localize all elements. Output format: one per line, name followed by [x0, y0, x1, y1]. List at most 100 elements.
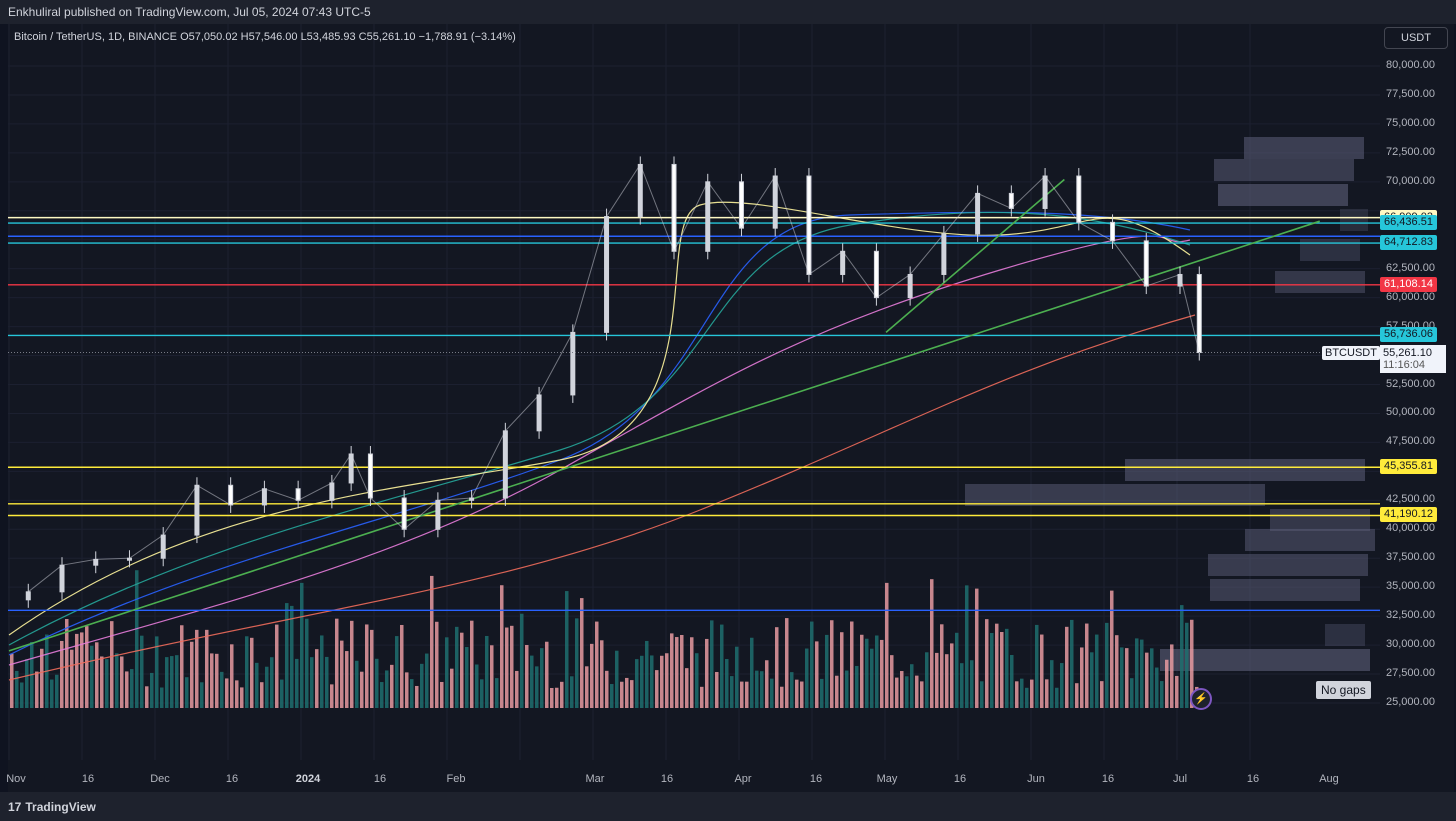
volume-bar — [180, 625, 184, 708]
volume-bar — [1155, 667, 1159, 708]
volume-bar — [1040, 634, 1044, 708]
volume-bar — [1190, 619, 1194, 708]
tradingview-logo[interactable]: 17 TradingView — [8, 800, 96, 814]
currency-button[interactable]: USDT — [1384, 27, 1448, 49]
volume-bar — [110, 621, 114, 708]
volume-bar — [735, 646, 739, 708]
volume-bar — [760, 671, 764, 708]
volume-bar — [370, 629, 374, 708]
volume-profile-bar — [1214, 159, 1354, 181]
volume-bar — [80, 632, 84, 708]
volume-bar — [885, 582, 889, 708]
volume-bar — [860, 634, 864, 708]
volume-bar — [1070, 619, 1074, 708]
time-tick-label: 16 — [1101, 773, 1115, 785]
volume-bar — [830, 620, 834, 708]
volume-bar — [840, 632, 844, 708]
volume-bar — [280, 679, 284, 708]
volume-bar — [1085, 623, 1089, 708]
time-tick-label: Jun — [1027, 773, 1045, 785]
last-price-tag: 55,261.10 11:16:04 — [1380, 345, 1446, 373]
volume-bar — [520, 613, 524, 708]
price-tick-label: 72,500.00 — [1386, 145, 1435, 158]
time-tick-label: Dec — [150, 773, 170, 785]
volume-bar — [1150, 648, 1154, 708]
trendline — [885, 178, 1065, 333]
moving-average-line — [8, 235, 1191, 666]
price-tick-label: 32,500.00 — [1386, 609, 1435, 622]
candle-body — [873, 250, 879, 299]
candle-body — [840, 250, 846, 275]
volume-bar — [170, 656, 174, 708]
level-price-tag: 61,108.14 — [1380, 276, 1437, 292]
volume-bar — [700, 686, 704, 708]
volume-bar — [285, 603, 289, 708]
moving-average-line — [8, 314, 1196, 681]
volume-bar — [385, 670, 389, 708]
time-tick-label: Nov — [6, 773, 26, 785]
volume-bar — [205, 629, 209, 708]
volume-bar — [505, 627, 509, 708]
volume-bar — [295, 658, 299, 708]
candle-body — [536, 394, 542, 432]
lightning-icon[interactable]: ⚡ — [1190, 688, 1212, 710]
volume-bar — [710, 620, 714, 708]
volume-bar — [250, 637, 254, 708]
volume-bar — [1060, 663, 1064, 708]
volume-bar — [820, 678, 824, 708]
volume-bar — [260, 682, 264, 708]
time-tick-label: 16 — [1246, 773, 1260, 785]
volume-bar — [155, 636, 159, 708]
candle-body — [160, 534, 166, 559]
volume-bar — [1120, 647, 1124, 708]
volume-bar — [690, 637, 694, 708]
time-tick-label: Mar — [585, 773, 605, 785]
volume-bar — [320, 635, 324, 708]
volume-bar — [435, 621, 439, 708]
volume-bar — [135, 570, 139, 708]
volume-bar — [975, 588, 979, 708]
volume-bar — [905, 676, 909, 708]
volume-bar — [275, 624, 279, 708]
volume-profile — [965, 137, 1375, 671]
candle-body — [1042, 175, 1048, 209]
candle-body — [59, 564, 65, 593]
time-tick-label: 16 — [81, 773, 95, 785]
volume-bar — [825, 634, 829, 708]
volume-bar — [445, 637, 449, 708]
volume-bar — [190, 641, 194, 708]
volume-bar — [790, 672, 794, 708]
volume-bar — [1105, 622, 1109, 708]
volume-bar — [300, 582, 304, 708]
volume-bar — [555, 687, 559, 708]
candle-body — [637, 163, 643, 218]
candle-body — [772, 175, 778, 229]
trendlines — [8, 178, 1320, 652]
moving-averages — [8, 201, 1196, 681]
volume-bars — [10, 570, 1199, 708]
volume-bar — [715, 671, 719, 708]
volume-bar — [680, 635, 684, 708]
price-tick-label: 37,500.00 — [1386, 551, 1435, 564]
volume-bar — [1165, 659, 1169, 708]
volume-bar — [410, 679, 414, 708]
volume-bar — [1110, 590, 1114, 708]
volume-bar — [1180, 605, 1184, 708]
volume-bar — [900, 671, 904, 708]
volume-bar — [955, 632, 959, 708]
candle-body — [570, 331, 576, 396]
volume-bar — [750, 637, 754, 708]
volume-bar — [305, 618, 309, 708]
volume-bar — [345, 651, 349, 708]
volume-bar — [510, 625, 514, 708]
volume-bar — [875, 635, 879, 708]
price-tick-label: 42,500.00 — [1386, 493, 1435, 506]
price-tick-label: 27,500.00 — [1386, 667, 1435, 680]
volume-bar — [645, 640, 649, 708]
volume-bar — [595, 621, 599, 708]
moving-average-line — [8, 211, 1191, 646]
volume-bar — [1145, 652, 1149, 708]
volume-bar — [140, 635, 144, 708]
volume-bar — [350, 620, 354, 708]
